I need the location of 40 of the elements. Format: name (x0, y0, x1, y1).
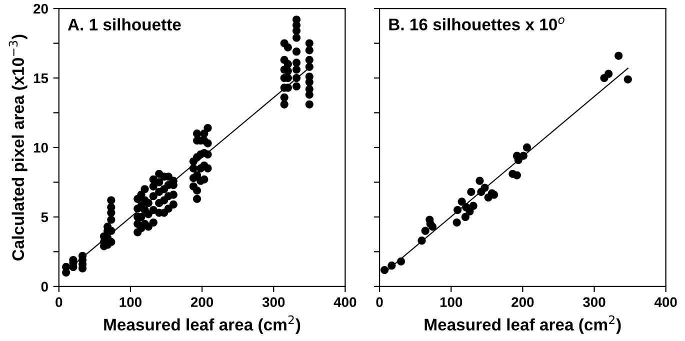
point (428, 222, 437, 231)
y-tick-label: 15 (34, 73, 48, 84)
point (467, 188, 476, 196)
point (396, 257, 406, 266)
x-tick-label: 300 (262, 297, 285, 308)
point (380, 266, 389, 274)
point (476, 176, 484, 185)
point (512, 171, 522, 180)
x-tick-label: 300 (582, 297, 606, 308)
x-tick-label: 100 (440, 297, 462, 308)
point (452, 218, 461, 227)
x-axis-title: Measured leaf area (cm$^{2}$) (424, 315, 621, 334)
chart-title: B. 16 silhouettes x 10$^{o}$ (389, 17, 564, 30)
x-tick-label: 200 (190, 297, 214, 308)
x-tick-label: 400 (654, 297, 677, 308)
y-tick-label: 0 (41, 282, 48, 292)
y-tick-label: 5 (41, 212, 48, 222)
point (604, 70, 613, 78)
point (388, 262, 396, 270)
point (454, 206, 462, 214)
y-axis-title: Calculated pixel area (x10$^{−3}$) (8, 34, 28, 260)
chart-title: A. 1 silhouette (68, 18, 181, 30)
x-tick-label: 100 (120, 297, 142, 308)
x-tick-label: 0 (376, 297, 383, 308)
y-tick-label: 10 (34, 142, 48, 153)
x-axis-title: Measured leaf area (cm$^{2}$) (104, 315, 300, 334)
point (421, 226, 430, 235)
point (522, 143, 532, 152)
point (469, 202, 478, 210)
x-tick-label: 200 (512, 297, 534, 308)
x-tick-label: 400 (334, 297, 356, 308)
point (614, 52, 623, 60)
point (461, 212, 470, 222)
point (418, 236, 426, 245)
x-tick-label: 0 (56, 297, 62, 308)
point (458, 198, 466, 206)
point (624, 75, 632, 84)
point (519, 152, 528, 160)
y-tick-label: 20 (34, 4, 48, 14)
point (480, 184, 489, 192)
